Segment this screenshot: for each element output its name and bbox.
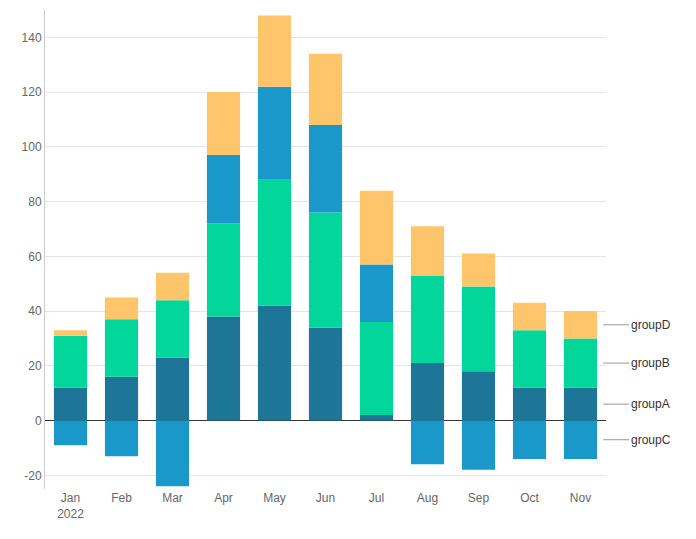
svg-text:Jul: Jul	[369, 491, 384, 505]
svg-text:groupC: groupC	[631, 433, 671, 447]
svg-text:0: 0	[35, 414, 42, 428]
svg-text:Apr: Apr	[214, 491, 233, 505]
svg-text:100: 100	[22, 140, 42, 154]
svg-text:120: 120	[22, 85, 42, 99]
svg-text:groupA: groupA	[631, 397, 670, 411]
svg-text:groupD: groupD	[631, 318, 671, 332]
svg-text:Nov: Nov	[570, 491, 591, 505]
svg-text:Jun: Jun	[316, 491, 335, 505]
svg-text:60: 60	[28, 250, 42, 264]
svg-text:Mar: Mar	[162, 491, 183, 505]
svg-text:Feb: Feb	[111, 491, 132, 505]
svg-text:20: 20	[28, 359, 42, 373]
svg-text:80: 80	[28, 195, 42, 209]
svg-text:groupB: groupB	[631, 356, 670, 370]
svg-text:May: May	[263, 491, 286, 505]
svg-text:Sep: Sep	[468, 491, 490, 505]
svg-text:40: 40	[28, 304, 42, 318]
svg-text:-20: -20	[24, 469, 42, 483]
svg-text:Aug: Aug	[417, 491, 438, 505]
svg-text:140: 140	[22, 31, 42, 45]
svg-text:Oct: Oct	[520, 491, 539, 505]
svg-text:Jan2022: Jan2022	[57, 491, 84, 521]
